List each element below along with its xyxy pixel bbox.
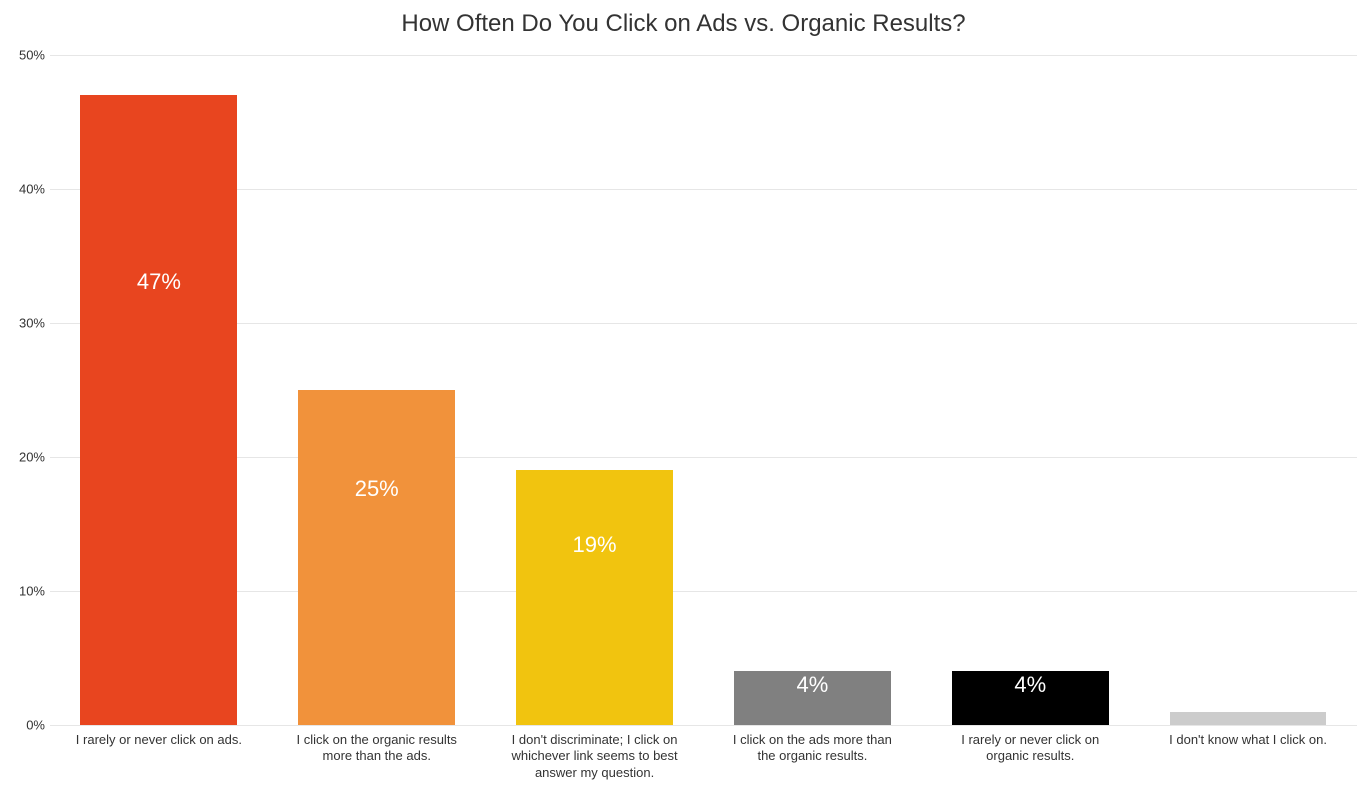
bar-slot: 47%: [50, 55, 268, 725]
plot-area: 47% 25% 19% 4% 4%: [50, 55, 1357, 725]
y-axis-tick: 40%: [5, 182, 45, 197]
x-axis-label: I don't know what I click on.: [1160, 732, 1337, 748]
y-axis-tick: 20%: [5, 450, 45, 465]
bar-value-label: 25%: [298, 476, 455, 502]
bar-chart: How Often Do You Click on Ads vs. Organi…: [0, 0, 1367, 809]
bar-value-label: 4%: [952, 672, 1109, 698]
bar: 4%: [734, 671, 891, 725]
x-axis-label: I don't discriminate; I click on whichev…: [506, 732, 683, 781]
y-axis-tick: 0%: [5, 718, 45, 733]
x-axis-label: I rarely or never click on organic resul…: [942, 732, 1119, 765]
bar: 4%: [952, 671, 1109, 725]
gridline: [50, 725, 1357, 726]
bar-slot: 19%: [486, 55, 704, 725]
x-axis-label: I rarely or never click on ads.: [70, 732, 247, 748]
bar: [1170, 712, 1327, 725]
y-axis-tick: 30%: [5, 316, 45, 331]
y-axis-tick: 10%: [5, 584, 45, 599]
bar-slot: 4%: [704, 55, 922, 725]
bar-value-label: 19%: [516, 532, 673, 558]
bar-value-label: 4%: [734, 672, 891, 698]
bar-slot: 4%: [921, 55, 1139, 725]
bar: 19%: [516, 470, 673, 725]
bar-slot: [1139, 55, 1357, 725]
x-axis-label: I click on the organic results more than…: [288, 732, 465, 765]
bar-value-label: 47%: [80, 269, 237, 295]
bar: 25%: [298, 390, 455, 725]
chart-title: How Often Do You Click on Ads vs. Organi…: [0, 10, 1367, 38]
x-axis-label: I click on the ads more than the organic…: [724, 732, 901, 765]
bar: 47%: [80, 95, 237, 725]
y-axis-tick: 50%: [5, 48, 45, 63]
bar-slot: 25%: [268, 55, 486, 725]
